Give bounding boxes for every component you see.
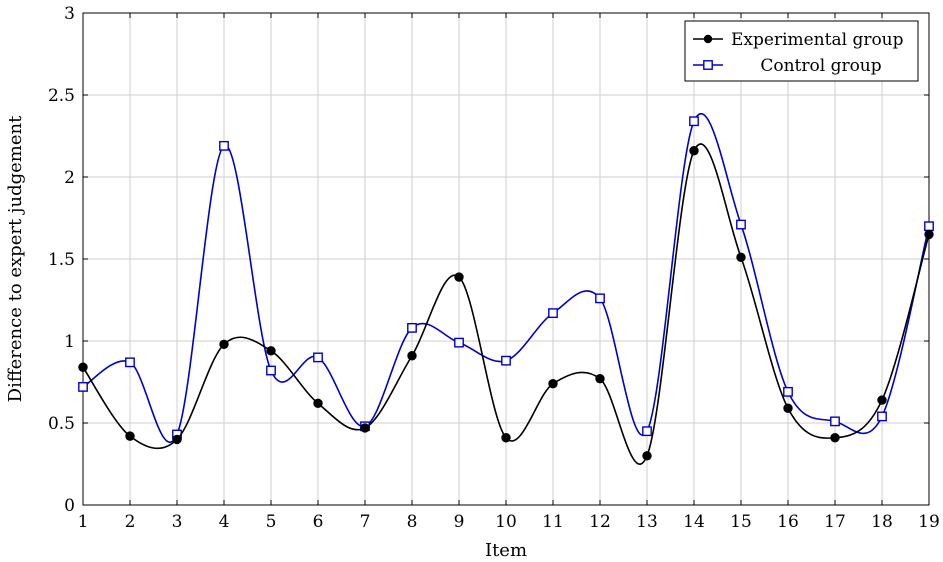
data-point-experimental xyxy=(642,451,652,461)
data-point-control xyxy=(877,411,887,422)
data-point-experimental xyxy=(172,434,182,445)
data-point-control xyxy=(548,308,558,319)
x-tick-label: 17 xyxy=(824,512,846,532)
x-tick-label: 10 xyxy=(495,512,517,532)
data-point-control xyxy=(454,337,464,348)
x-axis-title: Item xyxy=(485,540,527,561)
data-point-experimental xyxy=(924,229,934,240)
data-point-experimental xyxy=(78,362,88,372)
y-tick-label: 0.5 xyxy=(48,414,75,434)
x-tick-label: 5 xyxy=(266,512,277,532)
legend-label-control: Control group xyxy=(760,56,881,76)
data-point-control xyxy=(78,382,88,392)
y-tick-label: 2.5 xyxy=(48,86,75,106)
y-tick-label: 0 xyxy=(64,496,75,516)
data-point-experimental xyxy=(548,378,558,389)
data-point-experimental xyxy=(689,146,699,156)
x-tick-label: 7 xyxy=(360,512,371,532)
x-tick-label: 14 xyxy=(683,512,705,532)
legend-marker-control xyxy=(703,60,713,70)
data-point-control xyxy=(595,293,605,304)
series-line-control xyxy=(82,112,930,444)
legend: Experimental group Control group xyxy=(684,20,919,82)
x-tick-label: 3 xyxy=(172,512,183,532)
data-point-control xyxy=(125,357,135,368)
x-tick-label: 6 xyxy=(313,512,324,532)
y-tick-label: 1.5 xyxy=(48,250,75,270)
y-axis-title: Difference to expert judgement xyxy=(5,115,26,402)
data-point-experimental xyxy=(877,395,887,405)
x-tick-label: 19 xyxy=(918,512,940,532)
grid xyxy=(82,12,930,506)
legend-marker-experimental xyxy=(703,34,713,44)
data-point-experimental xyxy=(266,346,276,356)
x-tick-label: 15 xyxy=(730,512,752,532)
x-tick-label: 8 xyxy=(407,512,418,532)
data-point-control xyxy=(830,416,840,427)
data-point-experimental xyxy=(501,433,511,443)
data-point-control xyxy=(924,221,934,232)
data-point-control xyxy=(266,365,276,376)
data-point-experimental xyxy=(360,423,370,433)
x-tick-label: 16 xyxy=(777,512,799,532)
y-tick-label: 1 xyxy=(64,332,75,352)
x-tick-label: 9 xyxy=(454,512,465,532)
x-tick-label: 2 xyxy=(125,512,136,532)
y-tick-label: 2 xyxy=(64,168,75,188)
data-point-control xyxy=(501,355,511,366)
data-point-experimental xyxy=(454,272,464,282)
data-point-experimental xyxy=(783,403,793,413)
x-tick-label: 18 xyxy=(871,512,893,532)
data-point-experimental xyxy=(125,431,135,441)
data-point-control xyxy=(313,352,323,363)
x-tick-label: 13 xyxy=(636,512,658,532)
x-tick-label: 1 xyxy=(78,512,89,532)
data-point-control xyxy=(736,219,746,230)
data-point-experimental xyxy=(313,398,323,409)
data-point-experimental xyxy=(830,433,840,443)
data-point-experimental xyxy=(219,339,229,349)
data-point-control xyxy=(407,322,417,333)
data-point-experimental xyxy=(736,252,746,263)
legend-label-experimental: Experimental group xyxy=(731,30,904,50)
legend-box xyxy=(684,20,919,82)
x-tick-label: 11 xyxy=(542,512,564,532)
data-point-experimental xyxy=(595,374,605,384)
data-point-control xyxy=(689,116,699,127)
data-point-control xyxy=(783,386,793,397)
ticks: 1 2 3 4 5 6 7 8 9 10 11 12 13 14 15 16 17 18 1900.511.522.… xyxy=(48,4,940,532)
data-point-control xyxy=(642,426,652,437)
y-tick-label: 3 xyxy=(64,4,75,24)
x-tick-label: 12 xyxy=(589,512,611,532)
data-point-control xyxy=(219,140,229,151)
x-tick-label: 4 xyxy=(219,512,230,532)
data-point-experimental xyxy=(407,351,417,361)
series-layer xyxy=(78,112,934,465)
